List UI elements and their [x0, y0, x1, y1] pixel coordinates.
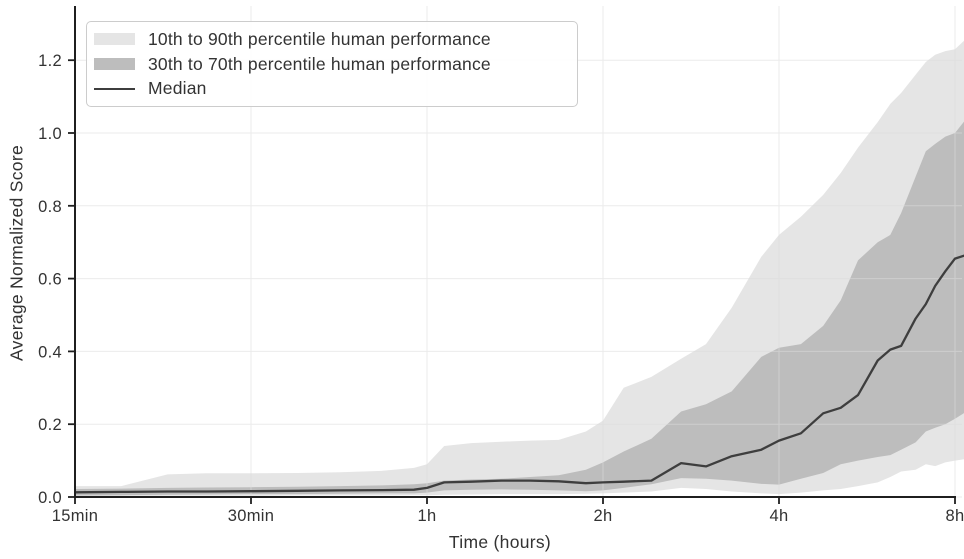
bands-group	[75, 40, 964, 497]
y-tick-label: 0.2	[38, 416, 62, 434]
tick-labels-group: 0.0 0.2 0.4 0.6 0.8 1.0 1.2 15min 30min 1h 2h 4h 8h	[38, 52, 964, 525]
band-30-70-swatch-icon	[94, 58, 135, 70]
y-tick-label: 1.2	[38, 52, 62, 70]
y-tick-label: 0.0	[38, 489, 62, 507]
y-tick-label: 0.4	[38, 343, 62, 361]
ticks-group	[68, 59, 956, 504]
y-tick-label: 0.6	[38, 271, 62, 289]
median-line	[75, 254, 964, 494]
legend-item-10-90: 10th to 90th percentile human performanc…	[94, 27, 567, 52]
band-10-90-swatch-icon	[94, 33, 135, 46]
legend-item-median: Median	[94, 76, 567, 101]
y-tick-label: 1.0	[38, 125, 62, 143]
legend-label-median: Median	[148, 78, 207, 99]
legend-item-30-70: 30th to 70th percentile human performanc…	[94, 52, 567, 77]
x-tick-label: 2h	[594, 507, 613, 525]
y-tick-label: 0.8	[38, 198, 62, 216]
band-30-70	[75, 121, 964, 496]
legend: 10th to 90th percentile human performanc…	[86, 21, 578, 107]
x-tick-label: 8h	[946, 507, 964, 525]
axes-group	[74, 6, 956, 498]
median-line-swatch-icon	[94, 87, 135, 90]
median-group	[75, 254, 964, 494]
legend-label-30-70: 30th to 70th percentile human performanc…	[148, 53, 491, 74]
x-axis-title: Time (hours)	[448, 532, 552, 552]
x-tick-label: 15min	[52, 507, 98, 525]
y-axis-title: Average Normalized Score	[6, 144, 27, 362]
x-tick-label: 30min	[228, 507, 274, 525]
x-tick-label: 4h	[770, 507, 789, 525]
legend-label-10-90: 10th to 90th percentile human performanc…	[148, 28, 491, 49]
x-tick-label: 1h	[418, 507, 437, 525]
